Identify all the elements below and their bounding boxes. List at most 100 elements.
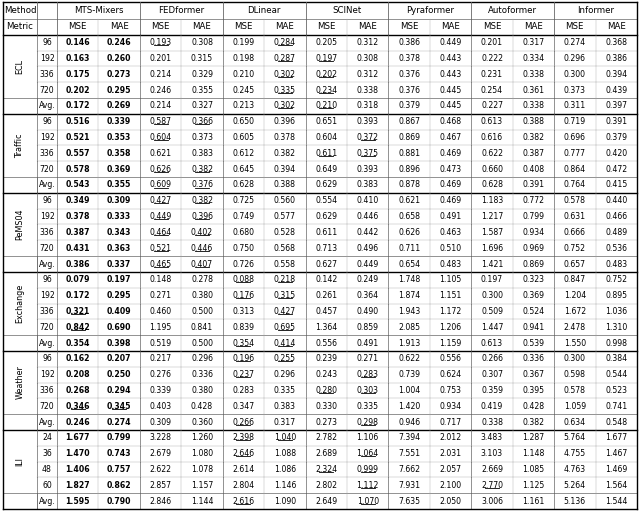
Text: 4.755: 4.755 [564, 449, 586, 458]
Text: 3.228: 3.228 [150, 433, 172, 442]
Text: 0.355: 0.355 [107, 181, 131, 189]
Text: 0.847: 0.847 [564, 275, 586, 284]
Text: 0.622: 0.622 [398, 354, 420, 364]
Text: 0.295: 0.295 [107, 86, 131, 95]
Text: 0.197: 0.197 [107, 275, 131, 284]
Text: 0.300: 0.300 [564, 354, 586, 364]
Text: 0.386: 0.386 [65, 260, 90, 268]
Text: 1.677: 1.677 [605, 433, 627, 442]
Text: 0.172: 0.172 [65, 101, 90, 111]
Text: 0.446: 0.446 [191, 244, 213, 253]
Text: 7.931: 7.931 [398, 481, 420, 490]
Text: 0.408: 0.408 [522, 165, 545, 174]
Text: 0.394: 0.394 [605, 70, 627, 79]
Text: 0.366: 0.366 [191, 117, 213, 126]
Text: 0.631: 0.631 [564, 212, 586, 221]
Text: 5.764: 5.764 [564, 433, 586, 442]
Text: 96: 96 [42, 196, 52, 205]
Text: 1.106: 1.106 [356, 433, 379, 442]
Text: 1.146: 1.146 [274, 481, 296, 490]
Text: 0.757: 0.757 [107, 465, 131, 474]
Text: 1.217: 1.217 [481, 212, 503, 221]
Text: 0.528: 0.528 [274, 228, 296, 237]
Text: 2.616: 2.616 [232, 497, 255, 505]
Text: 0.280: 0.280 [316, 386, 337, 395]
Text: 0.719: 0.719 [564, 117, 586, 126]
Text: 0.626: 0.626 [398, 228, 420, 237]
Text: 1.874: 1.874 [398, 291, 420, 300]
Text: 0.222: 0.222 [481, 54, 503, 63]
Text: 2.802: 2.802 [316, 481, 337, 490]
Text: 3.103: 3.103 [481, 449, 503, 458]
Text: 0.343: 0.343 [107, 228, 131, 237]
Text: Traffic: Traffic [15, 133, 24, 158]
Text: 0.261: 0.261 [316, 291, 337, 300]
Text: 720: 720 [40, 244, 54, 253]
Text: Pyraformer: Pyraformer [406, 6, 454, 15]
Text: 0.197: 0.197 [481, 275, 503, 284]
Text: 0.313: 0.313 [232, 307, 255, 316]
Text: PeMS04: PeMS04 [15, 209, 24, 240]
Text: 0.308: 0.308 [356, 54, 379, 63]
Text: 0.387: 0.387 [522, 149, 545, 158]
Text: 0.378: 0.378 [274, 133, 296, 142]
Text: 0.969: 0.969 [522, 244, 545, 253]
Text: 0.613: 0.613 [481, 338, 503, 348]
Text: 0.556: 0.556 [440, 354, 461, 364]
Text: 96: 96 [42, 354, 52, 364]
Text: 24: 24 [42, 433, 52, 442]
Text: 0.609: 0.609 [150, 181, 172, 189]
Text: 0.231: 0.231 [481, 70, 503, 79]
Text: 0.403: 0.403 [150, 402, 172, 411]
Text: 1.595: 1.595 [65, 497, 90, 505]
Text: 1.406: 1.406 [65, 465, 90, 474]
Text: 0.651: 0.651 [316, 117, 337, 126]
Text: 0.249: 0.249 [356, 275, 379, 284]
Text: 1.004: 1.004 [398, 386, 420, 395]
Text: 2.100: 2.100 [440, 481, 461, 490]
Text: 1.183: 1.183 [481, 196, 503, 205]
Text: 1.913: 1.913 [398, 338, 420, 348]
Text: 0.393: 0.393 [356, 165, 379, 174]
Text: 0.946: 0.946 [398, 418, 420, 426]
Text: 0.490: 0.490 [356, 307, 379, 316]
Text: 0.777: 0.777 [564, 149, 586, 158]
Text: 7.551: 7.551 [398, 449, 420, 458]
Text: 0.269: 0.269 [107, 101, 131, 111]
Text: 0.649: 0.649 [316, 165, 337, 174]
Text: MSE: MSE [68, 23, 87, 31]
Text: 0.839: 0.839 [232, 323, 255, 332]
Text: 0.302: 0.302 [274, 101, 296, 111]
Text: Avg.: Avg. [38, 497, 56, 505]
Text: 0.557: 0.557 [65, 149, 90, 158]
Text: 1.070: 1.070 [356, 497, 379, 505]
Text: 0.234: 0.234 [316, 86, 337, 95]
Text: Weather: Weather [15, 366, 24, 399]
Text: 1.587: 1.587 [481, 228, 503, 237]
Text: 0.741: 0.741 [605, 402, 627, 411]
Text: 0.629: 0.629 [316, 181, 337, 189]
Text: 0.442: 0.442 [356, 228, 379, 237]
Text: 0.337: 0.337 [107, 260, 131, 268]
Text: 96: 96 [42, 38, 52, 47]
Text: 0.799: 0.799 [107, 433, 131, 442]
Text: 1.105: 1.105 [440, 275, 461, 284]
Text: 0.764: 0.764 [564, 181, 586, 189]
Text: MSE: MSE [151, 23, 170, 31]
Text: 2.857: 2.857 [150, 481, 172, 490]
Text: 0.578: 0.578 [564, 196, 586, 205]
Text: 0.296: 0.296 [274, 370, 296, 379]
Text: 0.198: 0.198 [232, 54, 255, 63]
Text: 0.749: 0.749 [232, 212, 255, 221]
Text: 2.649: 2.649 [316, 497, 337, 505]
Text: 0.726: 0.726 [232, 260, 255, 268]
Text: 0.294: 0.294 [107, 386, 131, 395]
Text: 60: 60 [42, 481, 52, 490]
Text: 0.388: 0.388 [522, 117, 545, 126]
Text: 0.604: 0.604 [316, 133, 337, 142]
Text: 0.556: 0.556 [316, 338, 337, 348]
Text: 0.218: 0.218 [274, 275, 296, 284]
Text: 0.254: 0.254 [481, 86, 503, 95]
Text: DLinear: DLinear [248, 6, 281, 15]
Text: 0.373: 0.373 [564, 86, 586, 95]
